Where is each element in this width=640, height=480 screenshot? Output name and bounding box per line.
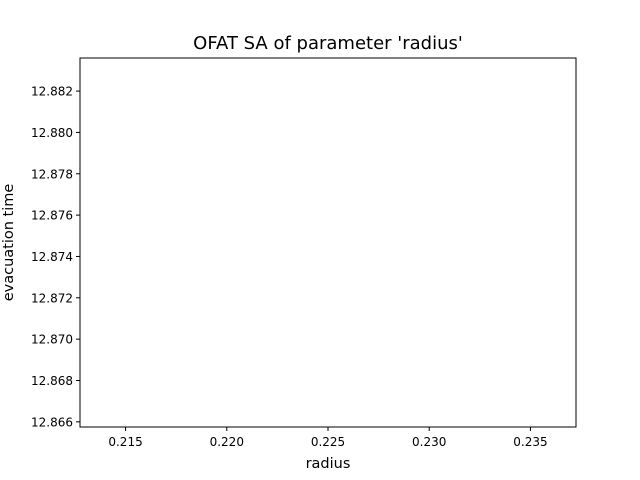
y-tick-label: 12.870 (31, 333, 73, 347)
x-tick-label: 0.225 (311, 435, 345, 449)
x-axis-label: radius (306, 456, 351, 472)
y-tick-label: 12.874 (31, 250, 73, 264)
y-axis: 12.866 12.868 12.870 12.872 12.874 12.876 12.8… (31, 85, 80, 429)
y-tick-label: 12.880 (31, 126, 73, 140)
chart-title: OFAT SA of parameter 'radius' (193, 33, 463, 54)
y-tick-label: 12.872 (31, 291, 73, 305)
plot-area (79, 57, 577, 428)
x-tick-label: 0.230 (412, 435, 446, 449)
y-tick-label: 12.866 (31, 415, 73, 429)
y-tick-label: 12.882 (31, 85, 73, 99)
x-tick-label: 0.215 (108, 435, 142, 449)
x-tick-label: 0.220 (210, 435, 244, 449)
y-tick-label: 12.878 (31, 167, 73, 181)
y-axis-label: evacuation time (1, 184, 17, 302)
x-tick-label: 0.235 (513, 435, 547, 449)
y-tick-label: 12.876 (31, 209, 73, 223)
y-tick-label: 12.868 (31, 374, 73, 388)
x-axis: 0.215 0.220 0.225 0.230 0.235 (108, 427, 548, 449)
